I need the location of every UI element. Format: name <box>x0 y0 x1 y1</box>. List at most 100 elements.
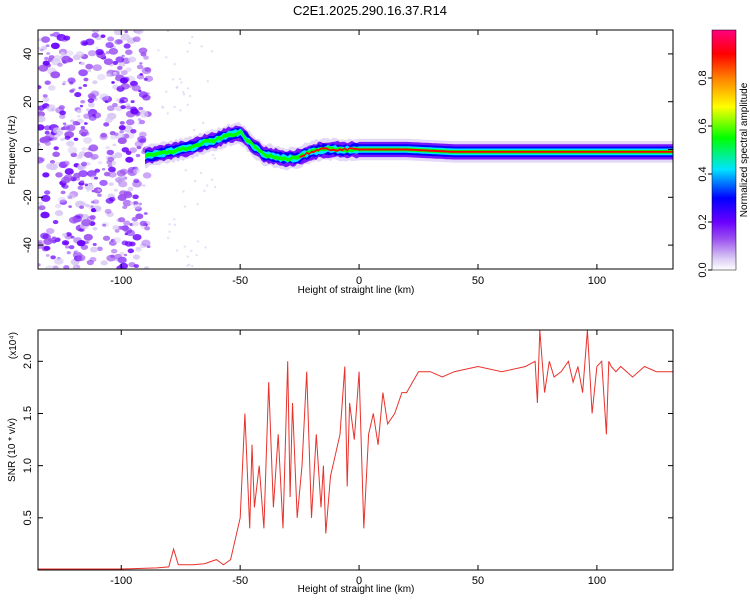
chart-title: C2E1.2025.290.16.37.R14 <box>293 3 447 18</box>
spectrogram-noise-blob <box>87 50 97 57</box>
spectrogram-noise-blob <box>61 240 70 246</box>
snr-y-ticks: 0.5 1.0 1.5 2.0 <box>22 354 673 525</box>
spectrogram-noise-blob <box>43 238 53 245</box>
spectrogram-noise-dot <box>182 190 185 193</box>
spectrogram-noise-blob <box>68 205 72 208</box>
spectrogram-y-tick-label: -20 <box>22 189 34 205</box>
spectrogram-noise-blob <box>61 184 66 188</box>
spectrogram-noise-dot <box>182 93 186 96</box>
spectrogram-noise-blob <box>48 163 58 171</box>
spectrogram-noise-blob <box>74 92 82 98</box>
spectrogram-noise-blob <box>92 243 97 247</box>
spectrogram-noise-dot <box>183 205 187 208</box>
spectrogram-noise-dot <box>206 80 209 83</box>
spectrogram-noise-dot <box>193 179 197 183</box>
colorbar-label: Normalized spectral amplitude <box>739 82 750 217</box>
spectrogram-noise-blob <box>50 71 61 79</box>
spectrogram-noise-blob <box>114 152 123 159</box>
spectrogram-noise-blob <box>126 119 135 126</box>
spectrogram-noise-blob <box>137 122 141 125</box>
spectrogram-noise-blob <box>82 84 88 88</box>
spectrogram-noise-dot <box>190 249 193 253</box>
spectrogram-noise-blob <box>135 247 141 251</box>
spectrogram-noise-dot <box>196 203 199 206</box>
spectrogram-x-tick-label: -100 <box>110 275 132 287</box>
spectrogram-noise-blob <box>92 64 102 72</box>
spectrogram-noise-dot <box>166 30 170 33</box>
spectrogram-noise-blob <box>38 105 45 111</box>
spectrogram-noise-blob <box>100 34 106 39</box>
spectrogram-noise-blob <box>133 264 139 269</box>
spectrogram-noise-blob <box>129 201 134 205</box>
spectrogram-noise-blob <box>143 77 148 81</box>
spectrogram-x-label: Height of straight line (km) <box>298 285 415 296</box>
spectrogram-noise-blob <box>45 44 50 48</box>
spectrogram-noise-blob <box>102 223 107 227</box>
spectrogram-noise-blob <box>42 96 50 103</box>
spectrogram-noise-dot <box>200 45 203 48</box>
spectrogram-noise-blob <box>142 184 146 187</box>
spectrogram-noise-blob <box>124 99 128 102</box>
spectrogram-noise-blob <box>125 105 132 110</box>
spectrogram-noise-blob <box>49 33 54 37</box>
spectrogram-noise-blob <box>110 134 118 140</box>
spectrogram-noise-blob <box>106 105 115 112</box>
spectrogram-noise-blob <box>114 39 122 45</box>
spectrogram-noise-blob <box>50 42 60 50</box>
spectrogram-noise-blob <box>83 137 93 144</box>
spectrogram-noise-blob <box>70 152 77 158</box>
spectrogram-noise-blob <box>45 227 55 235</box>
spectrogram-noise-blob <box>103 58 114 66</box>
spectrogram-noise-blob <box>133 178 140 184</box>
spectrogram-noise-dot <box>201 121 205 125</box>
spectrogram-noise-blob <box>85 63 94 70</box>
spectrogram-noise-blob <box>123 220 131 226</box>
spectrogram-noise-blob <box>142 172 152 179</box>
spectrogram-noise-blob <box>80 126 86 130</box>
spectrogram-noise-blob <box>137 135 147 143</box>
spectrogram-noise-blob <box>116 265 124 269</box>
spectrogram-noise-blob <box>88 115 97 121</box>
spectrogram-noise-dot <box>165 90 168 93</box>
spectrogram-noise-blob <box>101 168 106 171</box>
spectrogram-noise-blob <box>81 219 92 227</box>
spectrogram-noise-blob <box>86 259 94 266</box>
spectrogram-noise-dot <box>186 87 190 90</box>
spectrogram-noise-dot <box>192 128 196 132</box>
spectrogram-noise-blob <box>119 129 124 134</box>
spectrogram-noise-blob <box>66 193 76 200</box>
spectrogram-noise-dot <box>182 90 185 94</box>
spectrogram-noise-blob <box>62 122 67 125</box>
spectrogram-noise-blob <box>143 212 148 215</box>
spectrogram-noise-dot <box>157 49 160 52</box>
spectrogram-noise-blob <box>70 119 75 123</box>
spectrogram-noise-blob <box>38 115 46 123</box>
spectrogram-noise-blob <box>114 253 122 260</box>
spectrogram-noise-blob <box>57 196 67 203</box>
spectrogram-noise-blob <box>85 38 95 46</box>
spectrogram-noise-blob <box>44 190 51 195</box>
spectrogram-noise-blob <box>38 143 41 146</box>
spectrogram-noise-dot <box>186 255 189 258</box>
spectrogram-noise-blob <box>97 161 103 165</box>
spectrogram-noise-blob <box>80 99 86 104</box>
spectrogram-noise-blob <box>139 220 148 227</box>
spectrogram-noise-blob <box>81 147 87 152</box>
spectrogram-noise-dot <box>213 185 217 189</box>
spectrogram-noise-dot <box>173 105 176 109</box>
spectrogram-noise-blob <box>78 86 83 90</box>
spectrogram-noise-blob <box>52 265 59 269</box>
spectrogram-noise-blob <box>107 156 115 162</box>
spectrogram-noise-blob <box>95 48 104 56</box>
spectrogram-noise-dot <box>196 240 200 243</box>
snr-y-tick-label: 1.0 <box>22 458 34 473</box>
spectrogram-noise-blob <box>63 35 71 41</box>
spectrogram-noise-dot <box>171 78 175 81</box>
colorbar-strip <box>711 29 737 271</box>
spectrogram-noise-blob <box>112 102 118 108</box>
snr-x-label: Height of straight line (km) <box>298 584 415 595</box>
spectrogram-noise-blob <box>44 80 52 86</box>
spectrogram-noise-dot <box>203 189 206 193</box>
spectrogram-noise-blob <box>118 85 123 89</box>
spectrogram-noise-blob <box>102 235 111 241</box>
